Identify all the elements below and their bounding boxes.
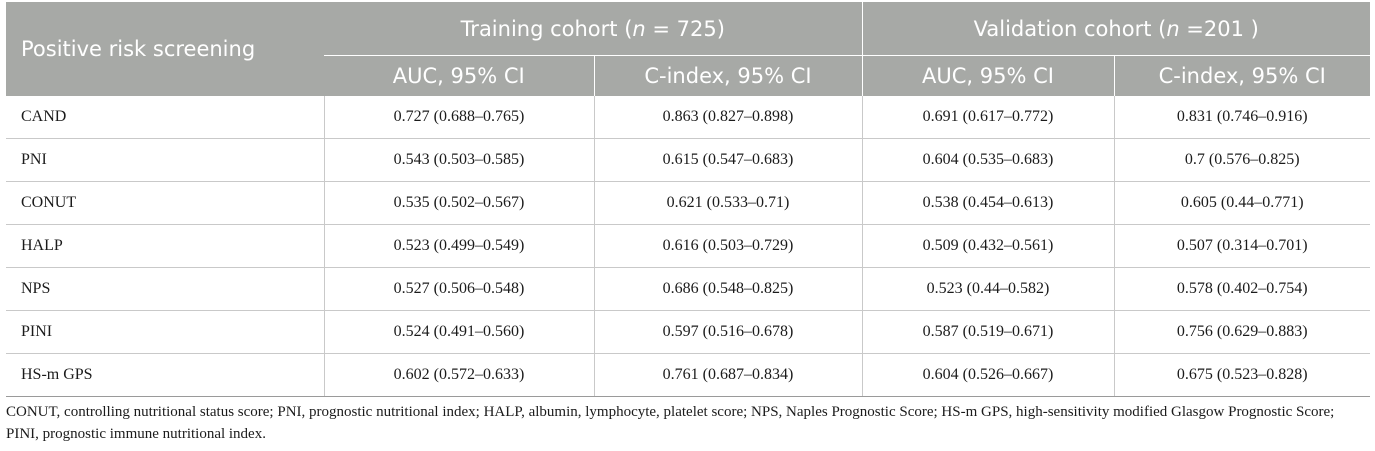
table-cell: 0.507 (0.314–0.701) <box>1113 224 1370 268</box>
table-cell: 0.604 (0.526–0.667) <box>861 353 1114 397</box>
row-label: HS-m GPS <box>6 353 324 397</box>
row-label: HALP <box>6 224 324 268</box>
table-row: HS-m GPS 0.602 (0.572–0.633) 0.761 (0.68… <box>6 353 1370 397</box>
table-cell: 0.756 (0.629–0.883) <box>1113 310 1370 354</box>
group-header-row: Positive risk screening Training cohort … <box>6 2 1370 96</box>
group-header-validation: Validation cohort (n =201 ) <box>861 2 1370 56</box>
row-label: CONUT <box>6 181 324 225</box>
table-row: NPS 0.527 (0.506–0.548) 0.686 (0.548–0.8… <box>6 267 1370 311</box>
table-row: CAND 0.727 (0.688–0.765) 0.863 (0.827–0.… <box>6 96 1370 139</box>
table-cell: 0.602 (0.572–0.633) <box>323 353 594 397</box>
stub-header: Positive risk screening <box>6 2 324 96</box>
table-row: CONUT 0.535 (0.502–0.567) 0.621 (0.533–0… <box>6 181 1370 225</box>
table-cell: 0.587 (0.519–0.671) <box>861 310 1114 354</box>
table-cell: 0.535 (0.502–0.567) <box>323 181 594 225</box>
subheader-validation-cindex: C-index, 95% CI <box>1113 55 1370 96</box>
results-table: Positive risk screening Training cohort … <box>6 2 1370 397</box>
table-cell: 0.831 (0.746–0.916) <box>1113 96 1370 139</box>
table-cell: 0.538 (0.454–0.613) <box>861 181 1114 225</box>
table-cell: 0.604 (0.535–0.683) <box>861 138 1114 182</box>
group-header-training: Training cohort (n = 725) <box>324 2 862 56</box>
row-label: CAND <box>6 96 324 139</box>
table-cell: 0.605 (0.44–0.771) <box>1113 181 1370 225</box>
table-cell: 0.523 (0.44–0.582) <box>861 267 1114 311</box>
table-cell: 0.761 (0.687–0.834) <box>593 353 862 397</box>
table-cell: 0.691 (0.617–0.772) <box>861 96 1114 139</box>
table-cell: 0.621 (0.533–0.71) <box>593 181 862 225</box>
table-cell: 0.863 (0.827–0.898) <box>593 96 862 139</box>
metric-header-row: AUC, 95% CI C-index, 95% CI AUC, 95% CI … <box>6 55 1370 96</box>
table-cell: 0.686 (0.548–0.825) <box>593 267 862 311</box>
table-row: PINI 0.524 (0.491–0.560) 0.597 (0.516–0.… <box>6 310 1370 354</box>
table-cell: 0.527 (0.506–0.548) <box>323 267 594 311</box>
table-cell: 0.675 (0.523–0.828) <box>1113 353 1370 397</box>
table-cell: 0.524 (0.491–0.560) <box>323 310 594 354</box>
table-cell: 0.578 (0.402–0.754) <box>1113 267 1370 311</box>
table-cell: 0.7 (0.576–0.825) <box>1113 138 1370 182</box>
table-footnote: CONUT, controlling nutritional status sc… <box>6 404 1335 442</box>
subheader-validation-auc: AUC, 95% CI <box>861 55 1114 96</box>
table-cell: 0.597 (0.516–0.678) <box>593 310 862 354</box>
row-label: PNI <box>6 138 324 182</box>
table-row: PNI 0.543 (0.503–0.585) 0.615 (0.547–0.6… <box>6 138 1370 182</box>
table-cell: 0.509 (0.432–0.561) <box>861 224 1114 268</box>
table-row: HALP 0.523 (0.499–0.549) 0.616 (0.503–0.… <box>6 224 1370 268</box>
table-cell: 0.523 (0.499–0.549) <box>323 224 594 268</box>
subheader-training-cindex: C-index, 95% CI <box>593 55 862 96</box>
subheader-training-auc: AUC, 95% CI <box>324 55 594 96</box>
table-cell: 0.616 (0.503–0.729) <box>593 224 862 268</box>
row-label: NPS <box>6 267 324 311</box>
row-label: PINI <box>6 310 324 354</box>
table-cell: 0.727 (0.688–0.765) <box>323 96 594 139</box>
table-cell: 0.615 (0.547–0.683) <box>593 138 862 182</box>
table-cell: 0.543 (0.503–0.585) <box>323 138 594 182</box>
